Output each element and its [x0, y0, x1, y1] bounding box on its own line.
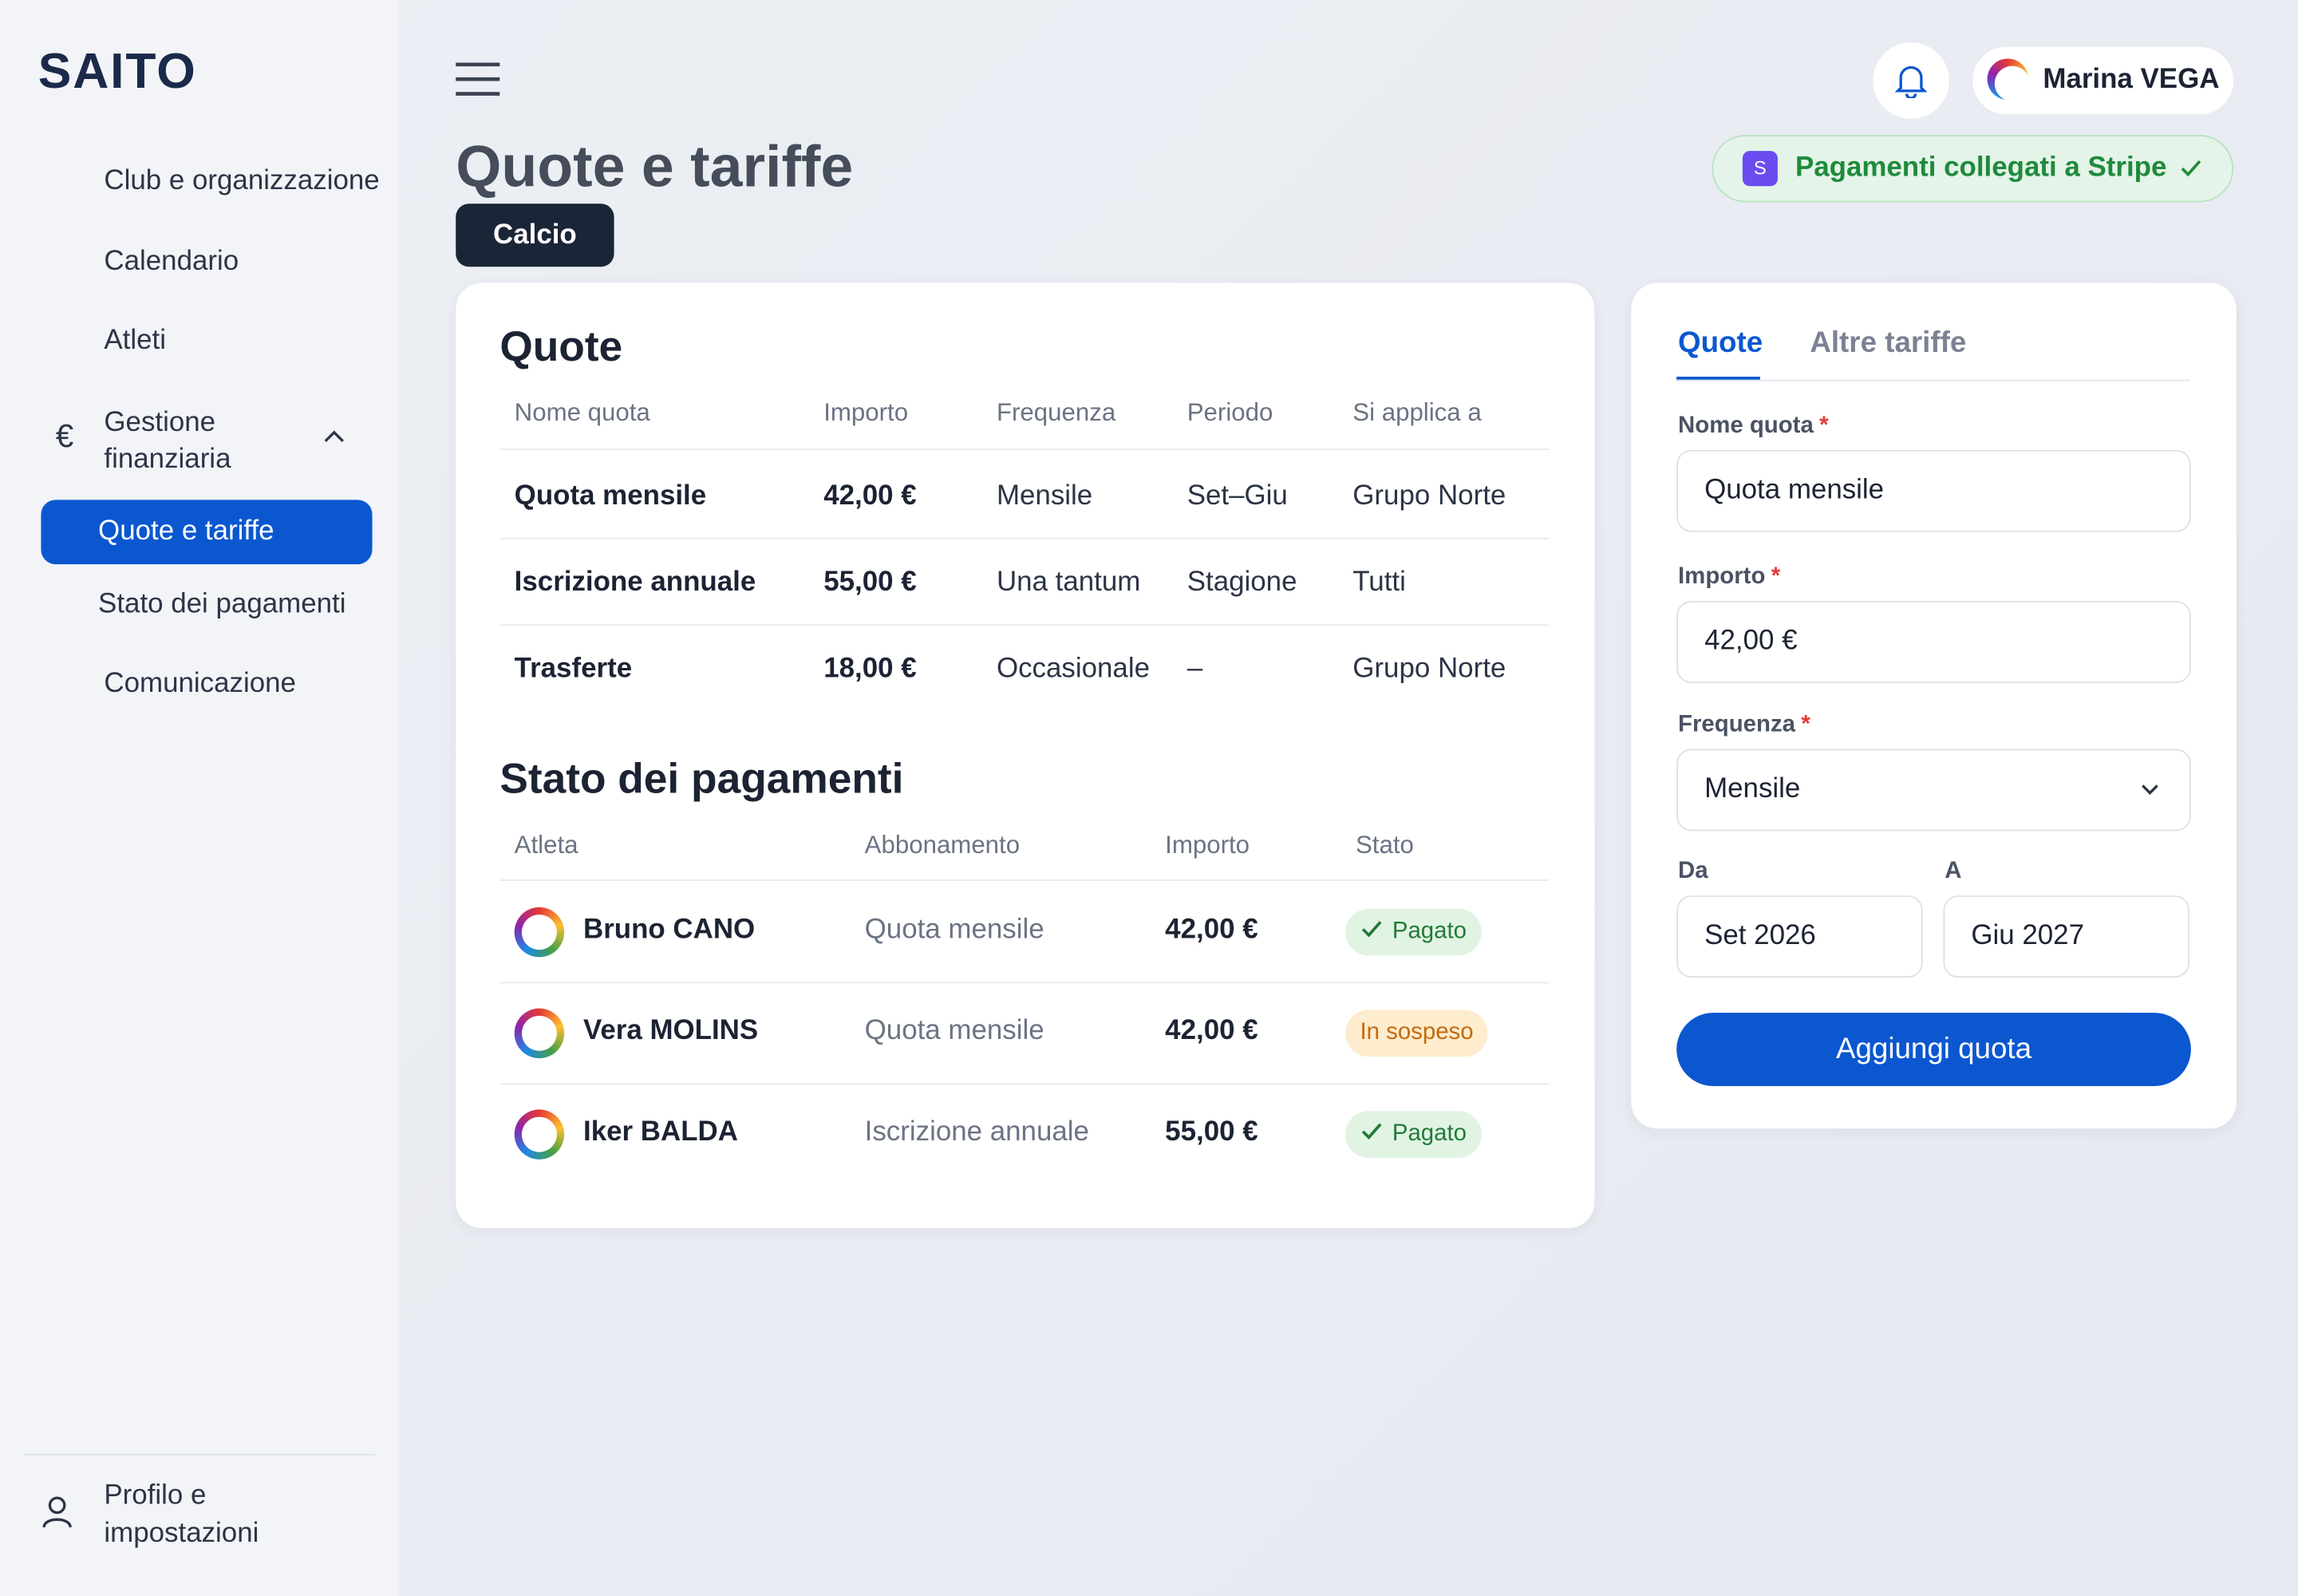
athlete-name: Vera MOLINS — [583, 1015, 759, 1047]
amount: 42,00 € — [1165, 915, 1258, 946]
required-mark: * — [1819, 413, 1829, 439]
cell: – — [1187, 654, 1203, 685]
subscription: Quota mensile — [864, 1015, 1044, 1047]
bell-icon — [1894, 65, 1928, 99]
cell: Mensile — [996, 480, 1093, 512]
check-icon — [1361, 921, 1382, 938]
tab-indicator — [1676, 377, 1760, 381]
tab-divider — [1676, 379, 2190, 381]
cell: Iscrizione annuale — [514, 567, 756, 598]
column-header: Stato — [1355, 831, 1414, 859]
field-label: A — [1945, 859, 1962, 884]
group-icon: € — [55, 417, 74, 455]
subscription: Iscrizione annuale — [864, 1116, 1089, 1148]
field-label: Da — [1678, 859, 1708, 884]
check-icon — [2181, 160, 2201, 177]
cell: Set–Giu — [1187, 480, 1288, 512]
logo[interactable]: SAITO — [38, 44, 197, 100]
status-badge: Pagato — [1345, 1111, 1482, 1158]
sport-chip[interactable]: Calcio — [456, 203, 614, 267]
avatar — [514, 907, 565, 958]
input[interactable]: Quota mensile — [1676, 449, 2191, 532]
nav-item[interactable]: Profilo e impostazioni — [104, 1480, 259, 1550]
row-divider — [499, 982, 1550, 984]
column-header: Frequenza — [996, 398, 1116, 427]
tab[interactable]: Altre tariffe — [1810, 326, 1967, 359]
collapse-icon[interactable] — [322, 428, 345, 445]
check-icon — [1361, 1123, 1382, 1140]
input[interactable]: 42,00 € — [1676, 601, 2191, 683]
cell: Tutti — [1352, 567, 1406, 598]
column-header: Atleta — [514, 831, 578, 859]
avatar — [1987, 58, 2030, 101]
select[interactable]: Mensile — [1676, 749, 2191, 832]
column-header: Importo — [823, 398, 909, 427]
avatar — [514, 1109, 565, 1159]
stripe-status[interactable]: S Pagamenti collegati a Stripe — [1712, 134, 2234, 203]
input[interactable]: Set 2026 — [1676, 895, 1923, 978]
nav-group[interactable]: Gestione finanziaria — [104, 407, 231, 476]
divider — [23, 1454, 376, 1456]
column-header: Abbonamento — [864, 831, 1021, 859]
input[interactable]: Giu 2027 — [1943, 895, 2190, 978]
cell: Grupo Norte — [1352, 654, 1506, 685]
amount: 42,00 € — [1165, 1015, 1258, 1047]
row-divider — [499, 624, 1550, 626]
status-badge: Pagato — [1345, 908, 1482, 956]
cell: 18,00 € — [823, 654, 917, 685]
field-label: Nome quota * — [1678, 413, 1829, 439]
column-header: Importo — [1165, 831, 1250, 859]
tab-active[interactable]: Quote — [1678, 326, 1763, 359]
column-header: Nome quota — [514, 398, 650, 427]
nav-item[interactable]: Atleti — [104, 325, 167, 357]
nav-item-active[interactable]: Quote e tariffe — [41, 500, 373, 565]
user-name: Marina VEGA — [2043, 64, 2220, 96]
athlete-name: Bruno CANO — [583, 915, 756, 946]
row-divider — [499, 538, 1550, 539]
row-divider — [499, 879, 1550, 881]
chevron-icon — [2142, 784, 2158, 795]
user-menu[interactable]: Marina VEGA — [1972, 46, 2234, 115]
page-title: Quote e tariffe — [456, 134, 854, 200]
column-header: Periodo — [1187, 398, 1273, 427]
status-badge: In sospeso — [1345, 1009, 1488, 1057]
cell: Stagione — [1187, 567, 1297, 598]
form-card: Quote Altre tariffe Nome quota * Quota men… — [1631, 282, 2237, 1129]
stripe-badge: S — [1742, 151, 1778, 187]
fees-card: Quote Stato dei pagamenti Nome quota Impo… — [456, 282, 1595, 1229]
cell: 55,00 € — [823, 567, 917, 598]
required-mark: * — [1801, 712, 1810, 737]
cell: Grupo Norte — [1352, 480, 1506, 512]
profile-icon — [42, 1496, 72, 1528]
nav-item[interactable]: Calendario — [104, 246, 239, 278]
row-divider — [499, 1083, 1550, 1085]
field-label: Importo * — [1678, 564, 1781, 590]
nav-item[interactable]: Club e organizzazione — [104, 165, 380, 197]
stripe-text: Pagamenti collegati a Stripe — [1795, 152, 2167, 184]
required-mark: * — [1771, 564, 1781, 590]
athlete-name: Iker BALDA — [583, 1116, 738, 1148]
subscription: Quota mensile — [864, 915, 1044, 946]
notifications-button[interactable] — [1873, 42, 1949, 119]
menu-button[interactable] — [454, 61, 501, 97]
cell: Occasionale — [996, 654, 1151, 685]
avatar — [514, 1008, 565, 1059]
nav-item[interactable]: Stato dei pagamenti — [98, 589, 346, 620]
nav-item[interactable]: Comunicazione — [104, 668, 296, 700]
field-label: Frequenza * — [1678, 712, 1810, 737]
section-title: Quote — [499, 323, 623, 371]
row-divider — [499, 448, 1550, 450]
cell: Una tantum — [996, 567, 1141, 598]
section-title: Stato dei pagamenti — [499, 756, 904, 804]
submit-button[interactable]: Aggiungi quota — [1676, 1013, 2191, 1086]
sidebar: SAITO Club e organizzazione Calendario A… — [0, 0, 399, 1596]
cell: 42,00 € — [823, 480, 917, 512]
cell: Trasferte — [514, 654, 633, 685]
cell: Quota mensile — [514, 480, 707, 512]
amount: 55,00 € — [1165, 1116, 1258, 1148]
column-header: Si applica a — [1352, 398, 1482, 427]
